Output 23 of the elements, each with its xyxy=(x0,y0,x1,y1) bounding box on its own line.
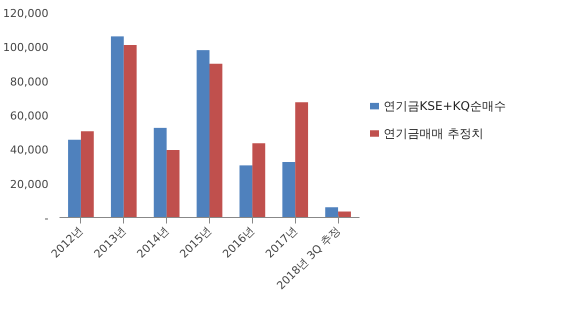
bar xyxy=(325,207,338,218)
y-tick-label: 60,000 xyxy=(10,110,49,122)
bar xyxy=(338,212,351,218)
y-tick-label: 80,000 xyxy=(10,75,49,88)
bar xyxy=(80,131,94,218)
bar xyxy=(154,128,167,218)
bar xyxy=(166,150,180,218)
legend-label: 연기금KSE+KQ순매수 xyxy=(384,99,506,114)
y-tick-label: 120,000 xyxy=(3,7,49,20)
bar xyxy=(110,36,124,218)
y-tick-label: 40,000 xyxy=(10,144,49,157)
legend-label: 연기금매매 추정치 xyxy=(384,126,484,140)
y-tick-label: 100,000 xyxy=(3,41,49,54)
y-tick-label: - xyxy=(44,212,49,225)
bar xyxy=(282,162,296,218)
bar xyxy=(295,102,308,218)
bar xyxy=(124,44,137,218)
bar xyxy=(210,64,222,218)
bar xyxy=(252,143,266,218)
y-tick-label: 20,000 xyxy=(10,178,49,191)
bar xyxy=(68,140,81,218)
bar xyxy=(196,50,210,218)
bar xyxy=(240,165,252,218)
